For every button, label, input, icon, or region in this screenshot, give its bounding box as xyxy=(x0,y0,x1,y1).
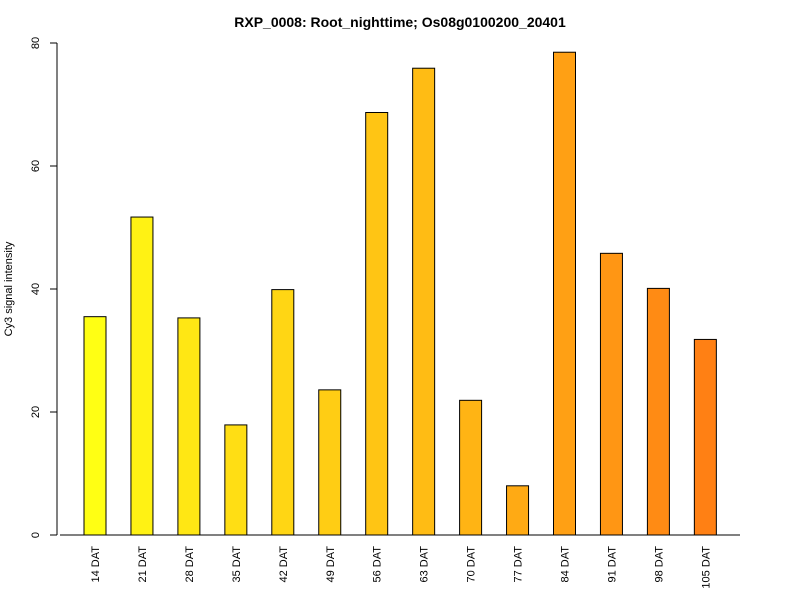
x-tick-label: 84 DAT xyxy=(560,546,572,583)
bars-group xyxy=(83,51,717,536)
bar xyxy=(693,338,717,536)
bar xyxy=(177,317,201,536)
y-tick-label: 0 xyxy=(30,532,42,538)
y-axis-label: Cy3 signal intensity xyxy=(3,241,15,336)
x-tick-label: 28 DAT xyxy=(184,546,196,583)
bar xyxy=(83,316,107,536)
x-tick-label: 14 DAT xyxy=(90,546,102,583)
bar xyxy=(459,399,483,536)
x-tick-label: 105 DAT xyxy=(700,546,712,589)
x-tick-label: 63 DAT xyxy=(419,546,431,583)
x-tick-label: 70 DAT xyxy=(466,546,478,583)
bar xyxy=(224,424,248,536)
bar xyxy=(412,67,436,536)
bar xyxy=(271,289,295,536)
x-tick-label: 56 DAT xyxy=(372,546,384,583)
x-tick-label: 49 DAT xyxy=(325,546,337,583)
x-tick-label: 21 DAT xyxy=(137,546,149,583)
bar xyxy=(365,111,389,536)
x-tick-label: 91 DAT xyxy=(606,546,618,583)
y-tick-label: 80 xyxy=(30,37,42,49)
y-axis: 0 20 40 60 80 xyxy=(30,37,58,538)
bar xyxy=(646,287,670,536)
x-tick-label: 77 DAT xyxy=(513,546,525,583)
bar xyxy=(318,389,342,536)
x-tick-label: 35 DAT xyxy=(231,546,243,583)
y-tick-label: 60 xyxy=(30,160,42,172)
y-tick-label: 20 xyxy=(30,406,42,418)
x-tick-labels: 14 DAT 21 DAT 28 DAT 35 DAT 42 DAT 49 DAT 56 D… xyxy=(90,546,712,589)
bar xyxy=(553,51,576,536)
x-tick-label: 98 DAT xyxy=(653,546,665,583)
bar xyxy=(599,252,623,536)
bar xyxy=(130,216,154,536)
bar xyxy=(506,485,530,536)
chart-title: RXP_0008: Root_nighttime; Os08g0100200_2… xyxy=(234,14,566,30)
x-tick-label: 42 DAT xyxy=(278,546,290,583)
y-tick-label: 40 xyxy=(30,283,42,295)
